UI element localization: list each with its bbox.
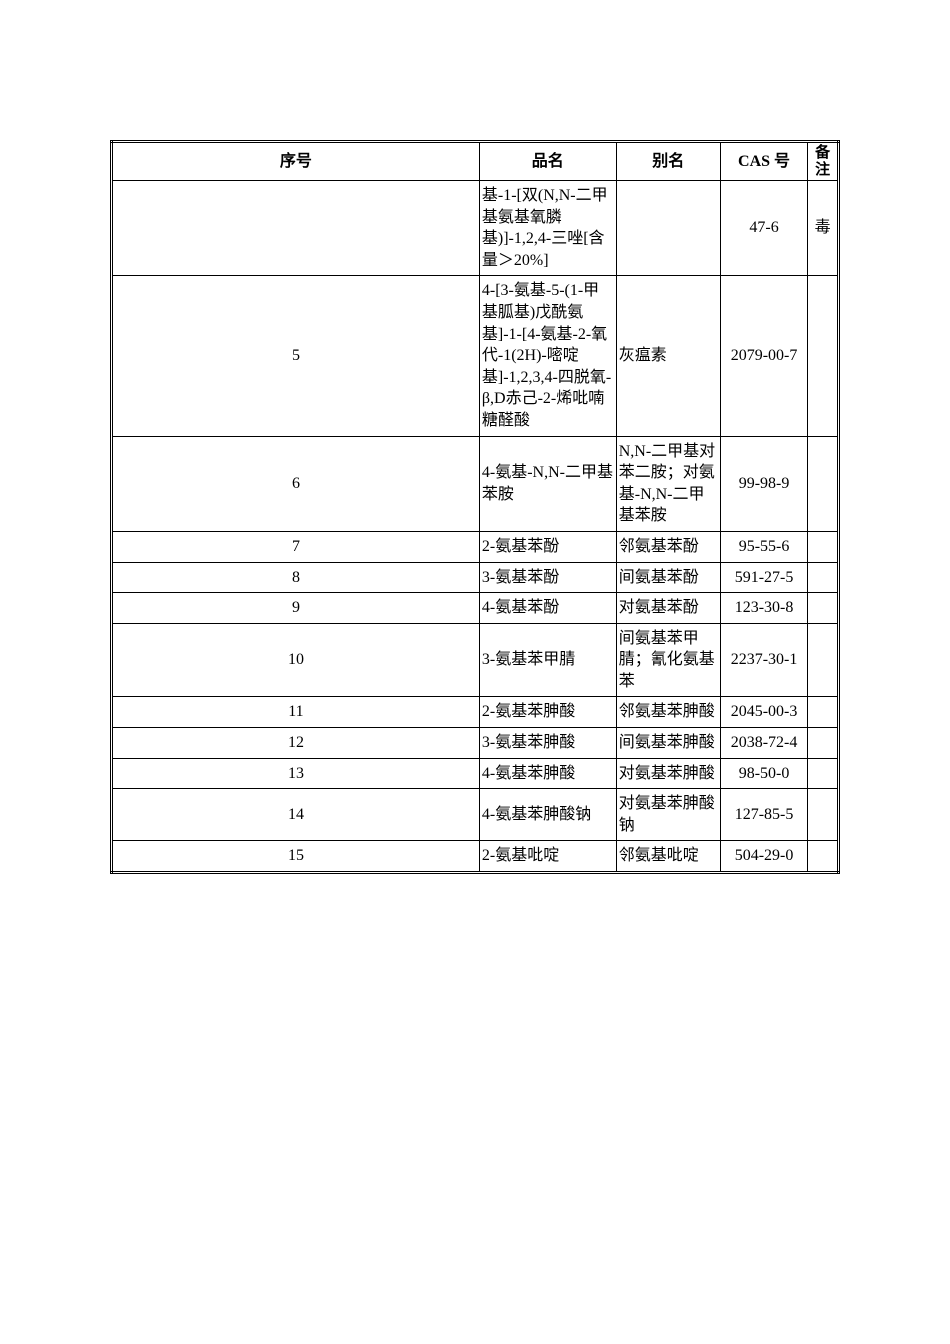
cell-alias: 对氨基苯胂酸: [616, 758, 720, 789]
cell-alias: [616, 181, 720, 276]
cell-alias: 间氨基苯甲腈；氰化氨基苯: [616, 623, 720, 697]
cell-note: [808, 623, 839, 697]
cell-note: [808, 697, 839, 728]
table-body: 基-1-[双(N,N-二甲基氨基氧膦基)]-1,2,4-三唑[含量＞20%] 4…: [112, 181, 839, 873]
header-row: 序号 品名 别名 CAS 号 备注: [112, 142, 839, 181]
table-row: 6 4-氨基-N,N-二甲基苯胺 N,N-二甲基对苯二胺；对氨基-N,N-二甲基…: [112, 436, 839, 531]
cell-seq: 14: [112, 789, 480, 841]
header-alias: 别名: [616, 142, 720, 181]
cell-cas: 504-29-0: [720, 841, 808, 873]
cell-name: 4-[3-氨基-5-(1-甲基胍基)戊酰氨基]-1-[4-氨基-2-氧代-1(2…: [479, 276, 616, 436]
cell-name: 4-氨基苯酚: [479, 593, 616, 624]
cell-seq: 6: [112, 436, 480, 531]
cell-seq: 15: [112, 841, 480, 873]
document-page: 序号 品名 别名 CAS 号 备注 基-1-[双(N,N-二甲基氨基氧膦基)]-…: [0, 0, 950, 1344]
cell-note: [808, 276, 839, 436]
cell-seq: 5: [112, 276, 480, 436]
cell-seq: 13: [112, 758, 480, 789]
cell-note: [808, 841, 839, 873]
cell-cas: 2079-00-7: [720, 276, 808, 436]
table-row: 14 4-氨基苯胂酸钠 对氨基苯胂酸钠 127-85-5: [112, 789, 839, 841]
cell-name: 2-氨基苯胂酸: [479, 697, 616, 728]
cell-alias: 邻氨基苯酚: [616, 531, 720, 562]
cell-name: 4-氨基-N,N-二甲基苯胺: [479, 436, 616, 531]
cell-name: 2-氨基吡啶: [479, 841, 616, 873]
cell-note: [808, 562, 839, 593]
table-row: 11 2-氨基苯胂酸 邻氨基苯胂酸 2045-00-3: [112, 697, 839, 728]
cell-seq: 10: [112, 623, 480, 697]
cell-note: [808, 728, 839, 759]
cell-seq: 9: [112, 593, 480, 624]
table-row: 9 4-氨基苯酚 对氨基苯酚 123-30-8: [112, 593, 839, 624]
cell-seq: [112, 181, 480, 276]
cell-cas: 123-30-8: [720, 593, 808, 624]
cell-seq: 11: [112, 697, 480, 728]
table-row: 8 3-氨基苯酚 间氨基苯酚 591-27-5: [112, 562, 839, 593]
cell-note: [808, 789, 839, 841]
table-row: 7 2-氨基苯酚 邻氨基苯酚 95-55-6: [112, 531, 839, 562]
table-row: 10 3-氨基苯甲腈 间氨基苯甲腈；氰化氨基苯 2237-30-1: [112, 623, 839, 697]
cell-alias: 对氨基苯酚: [616, 593, 720, 624]
cell-name: 4-氨基苯胂酸: [479, 758, 616, 789]
cell-note: [808, 531, 839, 562]
cell-note: 毒: [808, 181, 839, 276]
cell-cas: 127-85-5: [720, 789, 808, 841]
cell-name: 3-氨基苯酚: [479, 562, 616, 593]
cell-cas: 99-98-9: [720, 436, 808, 531]
cell-cas: 98-50-0: [720, 758, 808, 789]
cell-cas: 2045-00-3: [720, 697, 808, 728]
table-header: 序号 品名 别名 CAS 号 备注: [112, 142, 839, 181]
table-row: 基-1-[双(N,N-二甲基氨基氧膦基)]-1,2,4-三唑[含量＞20%] 4…: [112, 181, 839, 276]
cell-alias: N,N-二甲基对苯二胺；对氨基-N,N-二甲基苯胺: [616, 436, 720, 531]
cell-cas: 95-55-6: [720, 531, 808, 562]
cell-alias: 间氨基苯胂酸: [616, 728, 720, 759]
cell-seq: 12: [112, 728, 480, 759]
header-note: 备注: [808, 142, 839, 181]
table-row: 12 3-氨基苯胂酸 间氨基苯胂酸 2038-72-4: [112, 728, 839, 759]
cell-name: 3-氨基苯胂酸: [479, 728, 616, 759]
cell-alias: 邻氨基苯胂酸: [616, 697, 720, 728]
chemical-table: 序号 品名 别名 CAS 号 备注 基-1-[双(N,N-二甲基氨基氧膦基)]-…: [110, 140, 840, 874]
cell-alias: 对氨基苯胂酸钠: [616, 789, 720, 841]
cell-alias: 邻氨基吡啶: [616, 841, 720, 873]
cell-seq: 7: [112, 531, 480, 562]
header-cas: CAS 号: [720, 142, 808, 181]
header-name: 品名: [479, 142, 616, 181]
cell-name: 基-1-[双(N,N-二甲基氨基氧膦基)]-1,2,4-三唑[含量＞20%]: [479, 181, 616, 276]
cell-alias: 灰瘟素: [616, 276, 720, 436]
table-row: 15 2-氨基吡啶 邻氨基吡啶 504-29-0: [112, 841, 839, 873]
cell-note: [808, 593, 839, 624]
cell-note: [808, 436, 839, 531]
header-seq: 序号: [112, 142, 480, 181]
cell-cas: 2038-72-4: [720, 728, 808, 759]
table-row: 13 4-氨基苯胂酸 对氨基苯胂酸 98-50-0: [112, 758, 839, 789]
cell-name: 4-氨基苯胂酸钠: [479, 789, 616, 841]
cell-cas: 47-6: [720, 181, 808, 276]
cell-note: [808, 758, 839, 789]
cell-cas: 591-27-5: [720, 562, 808, 593]
table-row: 5 4-[3-氨基-5-(1-甲基胍基)戊酰氨基]-1-[4-氨基-2-氧代-1…: [112, 276, 839, 436]
cell-name: 2-氨基苯酚: [479, 531, 616, 562]
cell-seq: 8: [112, 562, 480, 593]
cell-alias: 间氨基苯酚: [616, 562, 720, 593]
cell-cas: 2237-30-1: [720, 623, 808, 697]
cell-name: 3-氨基苯甲腈: [479, 623, 616, 697]
